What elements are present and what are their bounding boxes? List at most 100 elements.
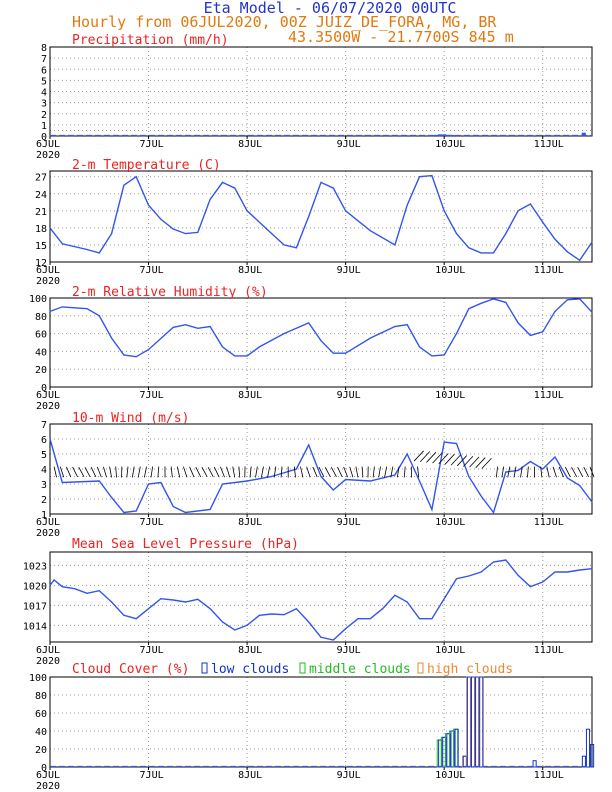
y-tick-label: 4 [41, 465, 47, 476]
wind-arrow [238, 466, 241, 478]
temp-data-point [246, 210, 248, 212]
model-title: Eta Model - 06/07/2020 00UTC [204, 0, 457, 17]
mslp-data-point [591, 568, 593, 570]
mslp-data-point [209, 608, 211, 610]
y-tick-label: 1014 [23, 621, 47, 632]
wind-arrow [432, 452, 443, 464]
x-tick-label: 6JUL [36, 139, 60, 150]
temp-data-point [480, 252, 482, 254]
y-tick-label: 1023 [23, 561, 47, 572]
low-cloud-bar [475, 676, 480, 768]
wind-arrow [96, 466, 102, 478]
x-year-label: 2020 [36, 528, 60, 539]
rh-data-point [443, 354, 445, 356]
rh-data-point [49, 310, 51, 312]
wind-arrow [176, 466, 181, 478]
temp-data-point [369, 230, 371, 232]
precip-bar [450, 134, 455, 136]
y-tick-label: 2 [41, 110, 47, 121]
temp-panel: 12 15 18 21 24 27 6JUL 7JUL 8JUL 9JUL 10JUL 11JUL 20… [35, 158, 593, 287]
rh-data-point [221, 346, 224, 348]
wind-data-point [443, 441, 445, 443]
wind-data-point [554, 456, 556, 458]
panel-frame [49, 676, 593, 768]
low-clouds-legend-swatch [201, 662, 208, 674]
temp-data-point [86, 248, 88, 251]
rh-panel: 0 20 40 60 80 100 6JUL 7JUL 8JUL 9JUL 10JUL 11JUL 20… [29, 285, 593, 412]
middle-cloud-bar [436, 739, 442, 768]
rh-data-point [542, 331, 544, 333]
low-cloud-bar [454, 728, 459, 768]
rh-data-point [86, 308, 88, 310]
wind-arrow [78, 466, 85, 478]
temp-data-point [517, 210, 519, 212]
wind-data-point [49, 438, 51, 440]
wind-arrow [137, 466, 141, 478]
rh-data-point [123, 354, 125, 356]
mslp-data-point [431, 618, 433, 620]
wind-arrow [343, 466, 349, 478]
x-tick-label: 6JUL [36, 265, 60, 276]
y-tick-label: 40 [35, 727, 47, 738]
temp-data-point [542, 221, 544, 223]
y-tick-label: 18 [35, 224, 47, 235]
x-tick-label: 10JUL [435, 390, 465, 401]
x-tick-label: 7JUL [140, 265, 164, 276]
y-tick-label: 6 [41, 435, 47, 446]
rh-data-point [418, 346, 421, 348]
wind-data-point [394, 474, 396, 476]
wind-arrow [109, 466, 112, 478]
wind-data-point [147, 483, 150, 485]
y-tick-label: 80 [35, 691, 47, 702]
wind-arrow [456, 455, 468, 467]
rh-data-point [258, 346, 261, 348]
temp-data-point [579, 259, 581, 261]
rh-data-point [135, 356, 137, 358]
x-tick-label: 9JUL [337, 770, 361, 781]
temp-data-point [505, 232, 507, 235]
rh-data-point [209, 325, 211, 328]
x-tick-label: 7JUL [140, 770, 164, 781]
x-tick-label: 8JUL [238, 645, 262, 656]
wind-data-point [308, 444, 310, 446]
mslp-data-point [61, 586, 63, 588]
wind-arrow [157, 466, 160, 478]
y-tick-label: 100 [29, 294, 47, 305]
rh-data-point [517, 322, 519, 324]
temp-data-point [197, 231, 199, 234]
rh-data-point [369, 337, 371, 339]
panel-title: Cloud Cover (%) [72, 662, 189, 677]
wind-data-point [455, 442, 458, 445]
y-tick-label: 12 [35, 258, 47, 269]
wind-arrow [577, 466, 584, 478]
x-tick-label: 9JUL [337, 139, 361, 150]
wind-arrow [413, 450, 424, 462]
mslp-data-point [369, 618, 371, 620]
y-tick-label: 24 [35, 190, 47, 201]
panel-title: 2-m Relative Humidity (%) [72, 285, 268, 300]
wind-data-point [98, 480, 100, 482]
wind-arrow [390, 466, 394, 478]
temp-data-point [221, 181, 224, 183]
mslp-data-point [308, 621, 310, 623]
rh-data-point [579, 298, 581, 300]
wind-arrow [426, 451, 437, 463]
wind-data-point [480, 495, 482, 497]
wind-data-point [295, 468, 297, 470]
middle-clouds-legend-label: middle clouds [309, 662, 411, 677]
mslp-data-point [480, 571, 482, 573]
temp-data-point [320, 181, 322, 183]
y-tick-label: 3 [41, 480, 47, 491]
mslp-data-point [53, 579, 55, 581]
rh-data-point [345, 352, 347, 354]
wind-arrow [589, 466, 595, 478]
y-tick-label: 1 [41, 121, 47, 132]
y-tick-label: 40 [35, 347, 47, 358]
temp-data-point [566, 251, 568, 253]
panel-frame [49, 551, 593, 643]
mslp-data-point [357, 618, 359, 620]
wind-arrow [150, 466, 154, 478]
x-tick-label: 11JUL [534, 265, 564, 276]
y-tick-label: 5 [41, 76, 47, 87]
temp-data-point [394, 244, 396, 246]
